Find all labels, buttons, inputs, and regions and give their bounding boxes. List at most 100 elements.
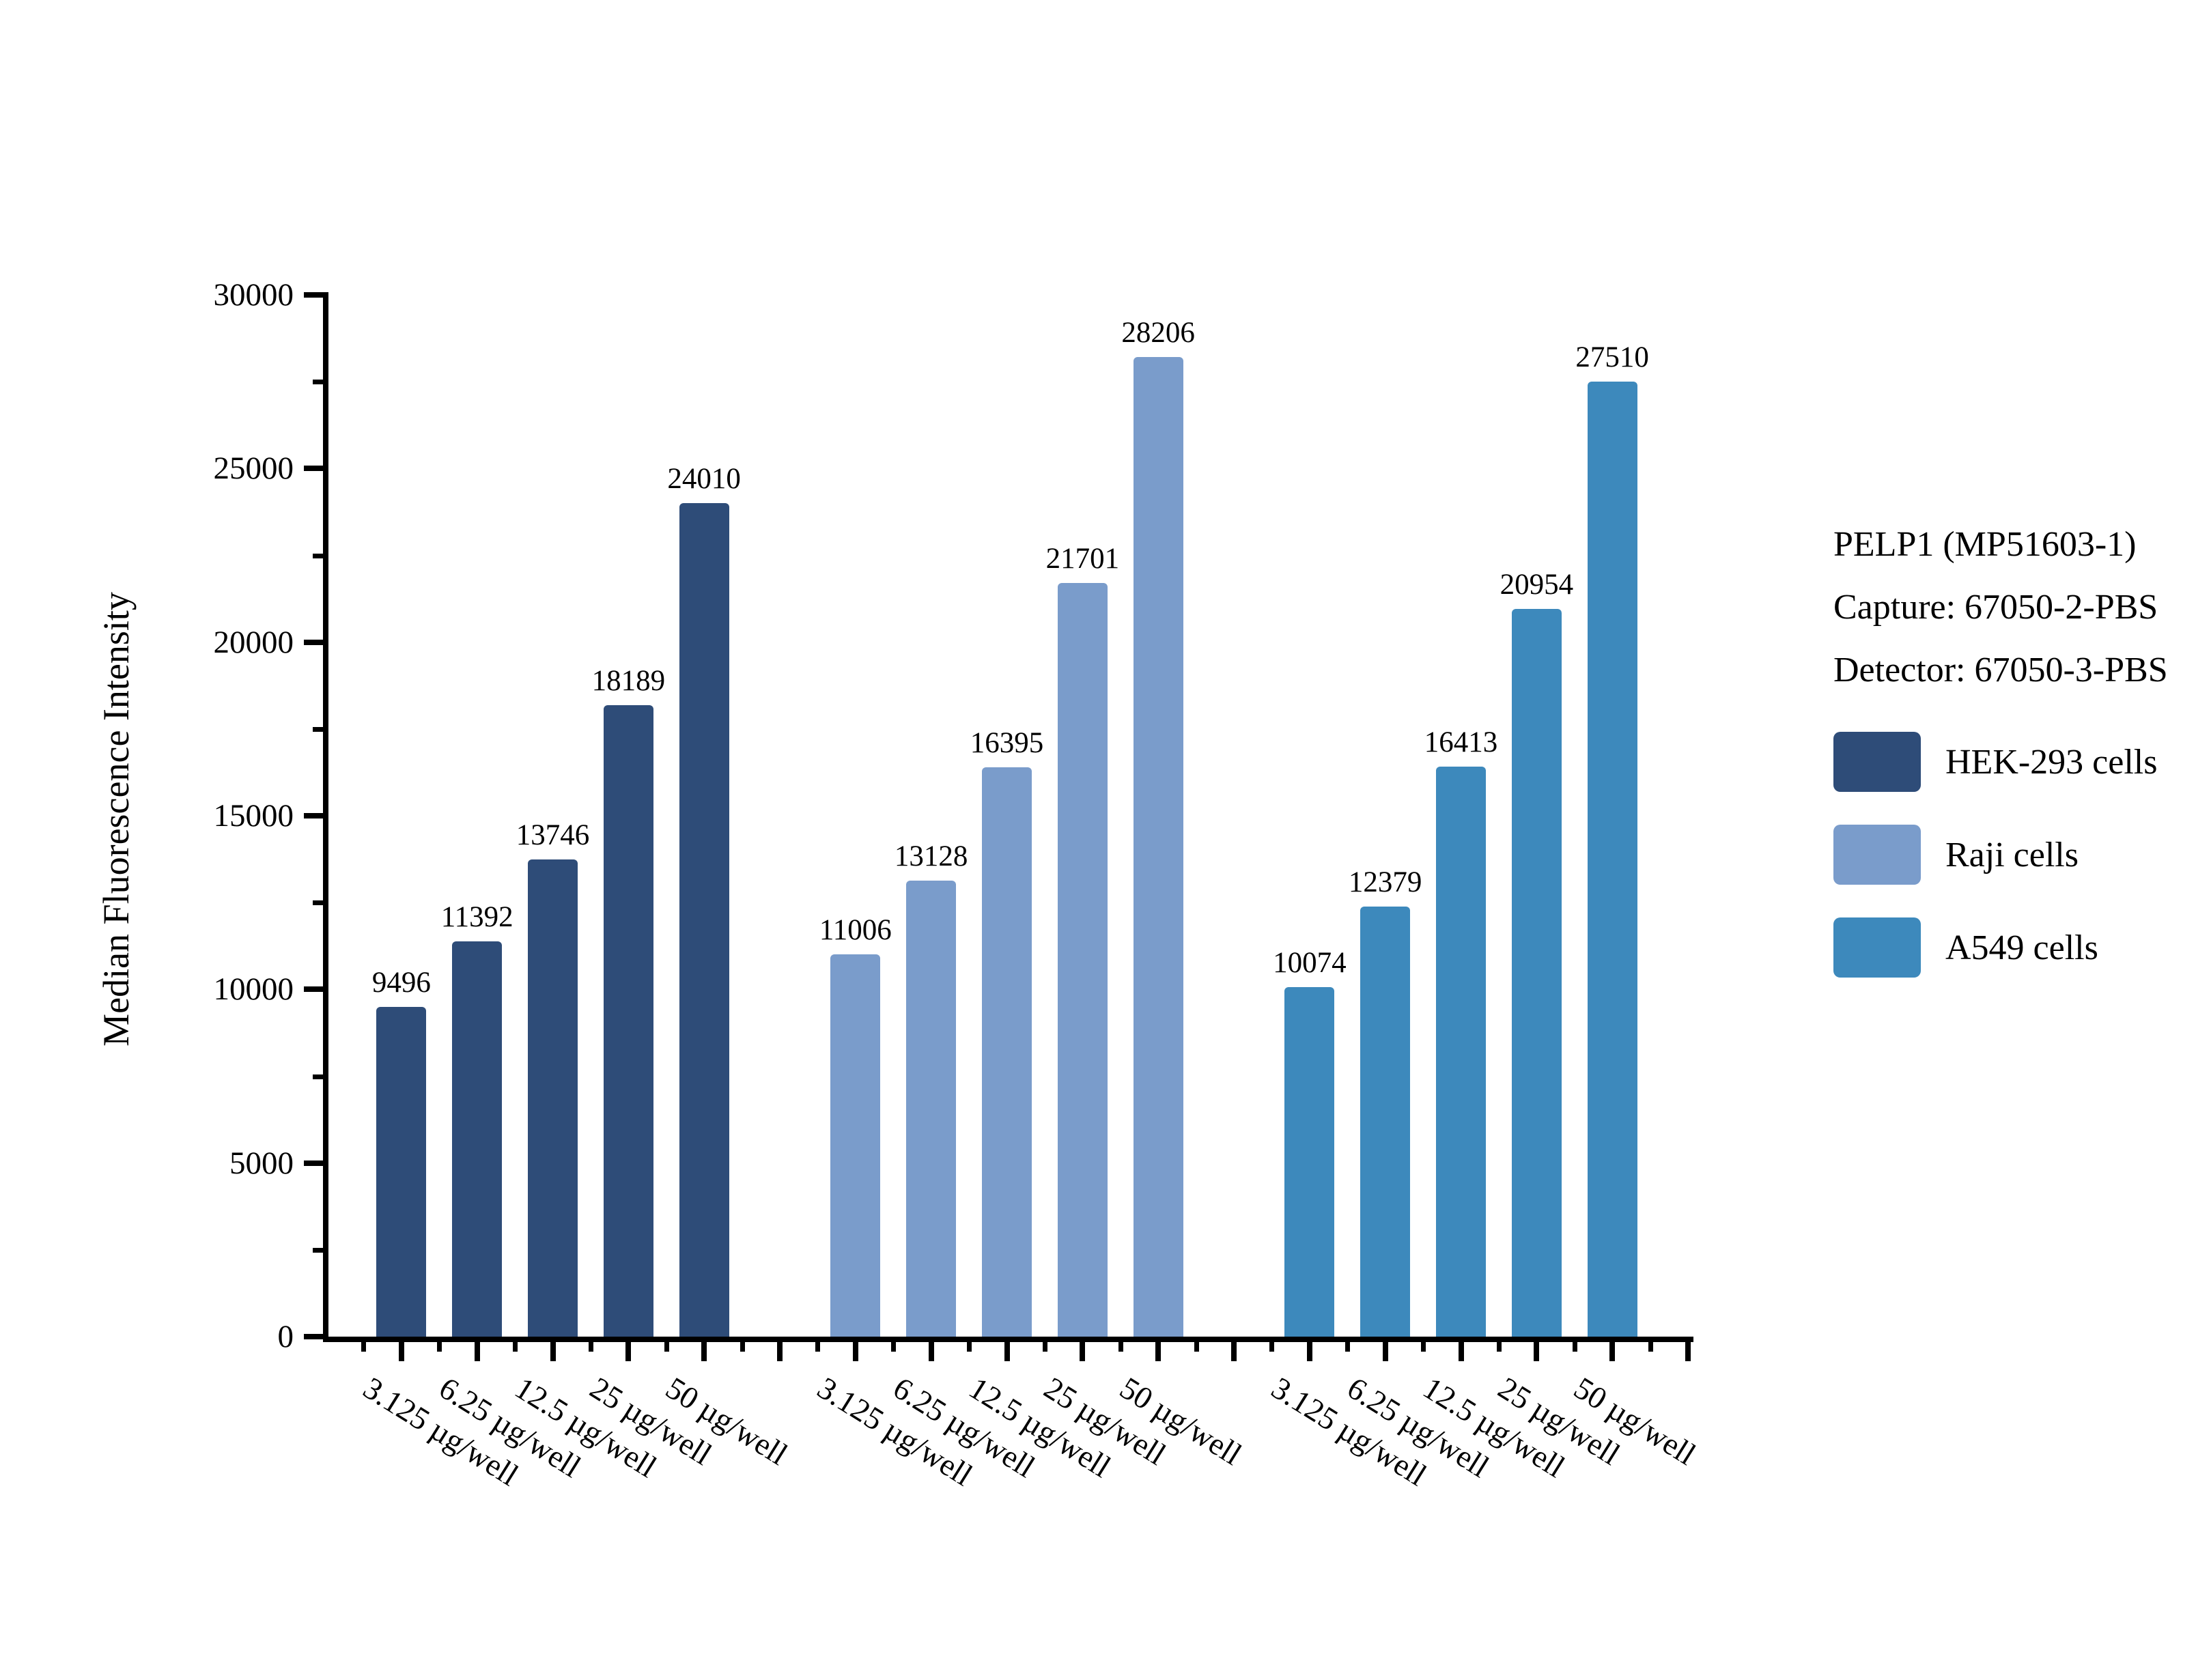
bar [1133,357,1183,1337]
bar [1360,907,1411,1337]
x-minor-tick [1648,1342,1653,1352]
x-major-tick [398,1342,404,1361]
x-major-tick [1458,1342,1464,1361]
x-major-tick [1155,1342,1162,1361]
y-major-tick [304,1334,323,1339]
y-tick-label: 30000 [213,277,294,313]
bar [1284,986,1335,1337]
x-minor-tick [1345,1342,1351,1352]
x-minor-tick [815,1342,821,1352]
legend-swatch [1833,825,1921,885]
y-minor-tick [313,900,323,906]
y-major-tick [304,986,323,993]
bar [1436,767,1486,1337]
x-major-tick [1306,1342,1312,1361]
x-major-tick [1609,1342,1616,1361]
legend-label: A549 cells [1945,928,2098,967]
x-major-tick [852,1342,858,1361]
bar-value-label: 20954 [1500,569,1574,601]
x-minor-tick [1194,1342,1199,1352]
bar-value-label: 24010 [667,462,741,495]
bar-value-label: 13128 [894,840,968,873]
y-tick-label: 15000 [213,798,294,834]
x-major-tick [1080,1342,1086,1361]
y-major-tick [304,639,323,645]
bar-value-label: 21701 [1045,543,1120,575]
y-minor-tick [313,726,323,732]
x-minor-tick [1118,1342,1123,1352]
x-major-tick [777,1342,783,1361]
legend-swatch [1833,917,1921,978]
y-major-tick [304,466,323,472]
legend-item: A549 cells [1833,917,2157,978]
x-major-tick [1004,1342,1010,1361]
bar [906,881,957,1337]
bar [1511,609,1562,1337]
y-tick-label: 5000 [229,1145,294,1181]
x-major-tick [474,1342,480,1361]
x-axis-line [323,1337,1693,1342]
y-major-tick [304,1160,323,1166]
annotation-block: PELP1 (MP51603-1) Capture: 67050-2-PBS D… [1833,513,2168,702]
legend-item: Raji cells [1833,825,2157,885]
legend-label: Raji cells [1945,835,2079,874]
bar-value-label: 27510 [1575,341,1649,373]
y-tick-label: 20000 [213,624,294,660]
y-major-tick [304,292,323,298]
bar [830,954,881,1337]
x-minor-tick [513,1342,518,1352]
x-major-tick [1534,1342,1540,1361]
x-minor-tick [361,1342,367,1352]
x-minor-tick [437,1342,442,1352]
y-tick-label: 25000 [213,451,294,487]
x-minor-tick [1421,1342,1426,1352]
x-major-tick [1382,1342,1388,1361]
bar [603,704,653,1337]
x-minor-tick [1269,1342,1275,1352]
bar-value-label: 28206 [1121,317,1195,350]
y-minor-tick [313,1247,323,1253]
x-minor-tick [588,1342,593,1352]
y-major-tick [304,813,323,818]
bar [982,767,1032,1337]
bar-value-label: 16413 [1424,726,1498,759]
annotation-line-detector: Detector: 67050-3-PBS [1833,651,2168,689]
legend-item: HEK-293 cells [1833,732,2157,792]
bar-value-label: 13746 [516,818,590,851]
x-minor-tick [1042,1342,1047,1352]
x-major-tick [625,1342,632,1361]
legend: HEK-293 cells Raji cells A549 cells [1833,732,2157,978]
bar-value-label: 11006 [819,914,892,947]
x-major-tick [1231,1342,1237,1361]
x-minor-tick [1572,1342,1577,1352]
bar-value-label: 10074 [1273,946,1347,979]
y-minor-tick [313,1074,323,1079]
bar [528,859,578,1337]
y-axis-line [323,292,328,1342]
x-major-tick [928,1342,934,1361]
y-tick-label: 0 [277,1319,294,1354]
bar [1057,583,1108,1337]
bar-value-label: 9496 [371,966,431,999]
bar-value-label: 12379 [1348,866,1422,899]
annotation-line-capture: Capture: 67050-2-PBS [1833,588,2158,627]
annotation-line-title: PELP1 (MP51603-1) [1833,525,2137,564]
legend-swatch [1833,732,1921,792]
x-minor-tick [891,1342,897,1352]
bar-value-label: 11392 [440,900,513,933]
x-minor-tick [1496,1342,1502,1352]
bar [679,502,729,1337]
x-major-tick [550,1342,556,1361]
bar [452,941,503,1337]
bar-value-label: 16395 [970,727,1044,760]
x-major-tick [1685,1342,1691,1361]
y-tick-label: 10000 [213,971,294,1008]
x-minor-tick [967,1342,972,1352]
bar-value-label: 18189 [591,664,666,697]
bar [376,1006,427,1337]
y-minor-tick [313,553,323,558]
y-minor-tick [313,380,323,385]
x-major-tick [701,1342,707,1361]
